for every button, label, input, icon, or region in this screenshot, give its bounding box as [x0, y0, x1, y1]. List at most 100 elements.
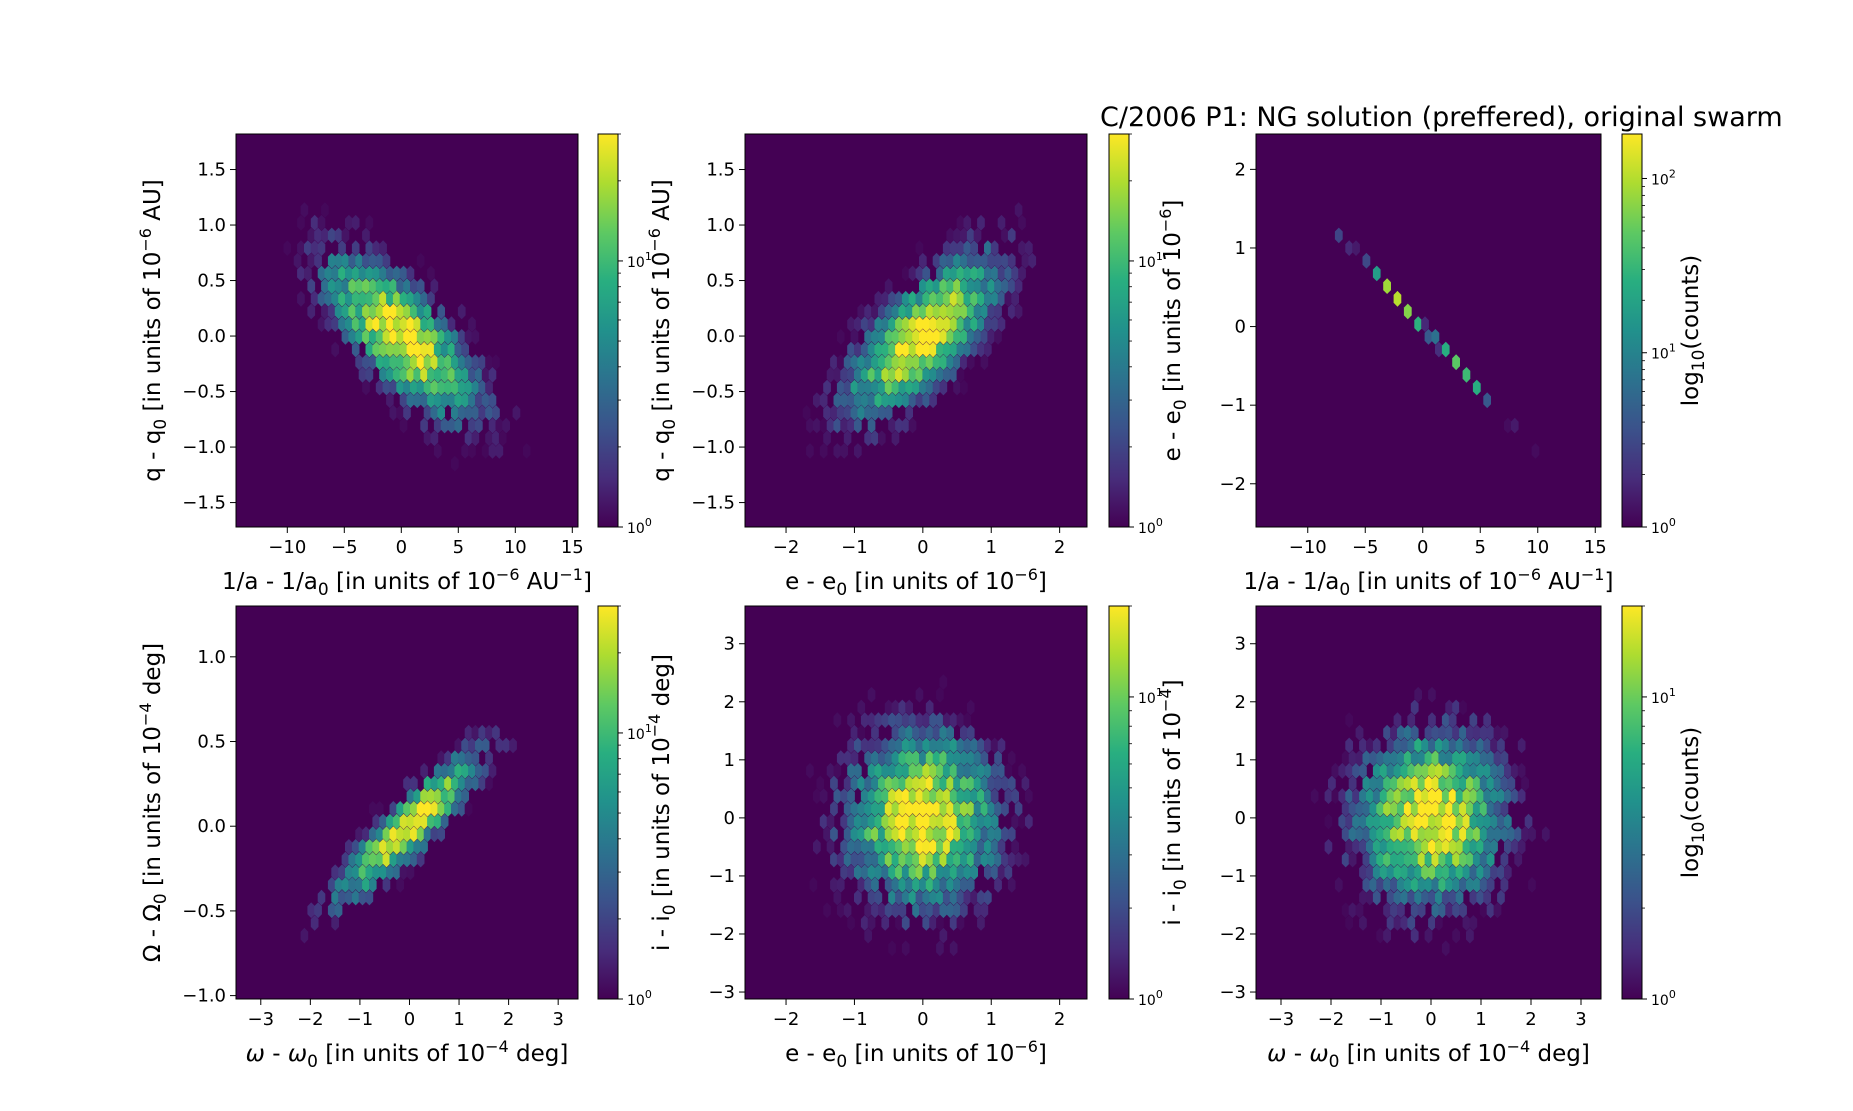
x-tick-label: 2 [1054, 537, 1065, 558]
hexbin-cell [843, 801, 852, 817]
hexbin-cell [1362, 750, 1371, 766]
hexbin-cell [485, 379, 493, 396]
hexbin-cell [457, 801, 466, 817]
hexbin-cell [867, 316, 876, 332]
hexbin-cell [1500, 877, 1509, 893]
hexbin-cell [454, 762, 463, 779]
hexbin-cell [871, 303, 879, 320]
hexbin-cell [1355, 724, 1364, 741]
hexbin-cell [1345, 762, 1353, 779]
hexbin-cell [867, 788, 876, 804]
hexbin-cell [454, 788, 463, 804]
hexbin-cell [372, 813, 381, 830]
hexbin-cell [1431, 801, 1440, 817]
hexbin-cell [871, 379, 879, 396]
hexbin-cell [857, 303, 866, 320]
hexbin-cell [857, 405, 866, 421]
hexbin-cell [1541, 826, 1550, 843]
hexbin-cell [358, 367, 367, 383]
hexbin-cell [949, 889, 958, 906]
hexbin-cell [874, 392, 883, 409]
hexbin-cell [389, 278, 398, 294]
hexbin-cell [850, 775, 859, 792]
hexbin-cell [960, 826, 968, 843]
hexbin-cell [317, 214, 326, 231]
hexbin-cell [1355, 801, 1364, 817]
hexbin-cell [451, 329, 459, 345]
hexbin-cell [372, 240, 381, 256]
hexbin-cell [348, 278, 357, 294]
hexbin-cell [495, 737, 504, 754]
hexbin-cell [932, 329, 941, 345]
hexbin-cell [929, 915, 937, 931]
hexbin-cell [942, 864, 951, 881]
hexbin-cell [406, 290, 415, 307]
hexbin-cell [437, 379, 445, 396]
hexbin-cell [1011, 265, 1019, 282]
hexbin-cell [946, 902, 954, 919]
hexbin-cell [874, 712, 883, 728]
hexbin-cell [317, 290, 326, 307]
hexbin-cell [1007, 278, 1016, 294]
hexbin-cell [1410, 851, 1419, 868]
hexbin-cell [1417, 902, 1426, 919]
hexbin-cell [1428, 813, 1436, 830]
hexbin-cell [1435, 864, 1443, 881]
hexbin-cell [966, 699, 975, 716]
hexbin-cell [1452, 851, 1460, 868]
hexbin-cell [437, 826, 445, 843]
hexbin-cell [1466, 724, 1474, 741]
hexbin-cell [932, 801, 941, 817]
hexbin-cell [908, 737, 917, 754]
hexbin-cell [850, 329, 859, 345]
x-tick-label: 2 [1525, 1009, 1536, 1030]
hexbin-cell [939, 801, 948, 817]
hexbin-cell [980, 902, 989, 919]
hexbin-cell [358, 839, 367, 855]
hexbin-cell [1400, 915, 1409, 931]
hexbin-cell [881, 839, 890, 855]
hexbin-cell [864, 927, 872, 944]
hexbin-cell [857, 826, 866, 843]
hexbin-cell [1345, 737, 1353, 754]
hexbin-cell [297, 265, 305, 282]
hexbin-cell [457, 329, 466, 345]
hexbin-cell [1483, 392, 1491, 409]
hexbin-cell [1372, 762, 1381, 779]
hexbin-cell [905, 379, 913, 396]
hexbin-cell [1352, 788, 1360, 804]
hexbin-cell [949, 265, 958, 282]
hexbin-cell [878, 354, 886, 371]
hexbin-cell [386, 813, 394, 830]
hexbin-cell [973, 801, 982, 817]
hexbin-cell [1362, 801, 1371, 817]
hexbin-cell [372, 839, 381, 855]
y-tick-label: 1.5 [197, 160, 226, 181]
hexbin-cell [1448, 762, 1457, 779]
y-tick-label: −2 [1219, 924, 1246, 945]
hexbin-cell [403, 826, 411, 843]
hexbin-cell [457, 750, 466, 766]
hexbin-cell [963, 762, 972, 779]
hexbin-cell [1466, 826, 1474, 843]
hexbin-cell [375, 303, 384, 320]
hexbin-cell [1517, 762, 1526, 779]
hexbin-cell [1497, 889, 1505, 906]
hexbin-cell [1359, 762, 1367, 779]
hexbin-cell [830, 775, 838, 792]
hexbin-cell [1486, 801, 1495, 817]
hexbin-cell [1390, 826, 1398, 843]
hexbin-cell [939, 750, 948, 766]
hexbin-cell [854, 889, 862, 906]
hexbin-cell [1421, 864, 1429, 881]
hexbin-cell [1014, 202, 1023, 218]
hexbin-cell [891, 354, 900, 371]
hexbin-cell [1352, 839, 1360, 855]
hexbin-cell [833, 762, 842, 779]
hexbin-cell [406, 788, 415, 804]
hexbin-cell [843, 354, 852, 371]
hexbin-cell [857, 877, 866, 893]
hexbin-cell [936, 940, 944, 957]
hexbin-cell [304, 240, 312, 256]
hexbin-cell [1438, 826, 1447, 843]
